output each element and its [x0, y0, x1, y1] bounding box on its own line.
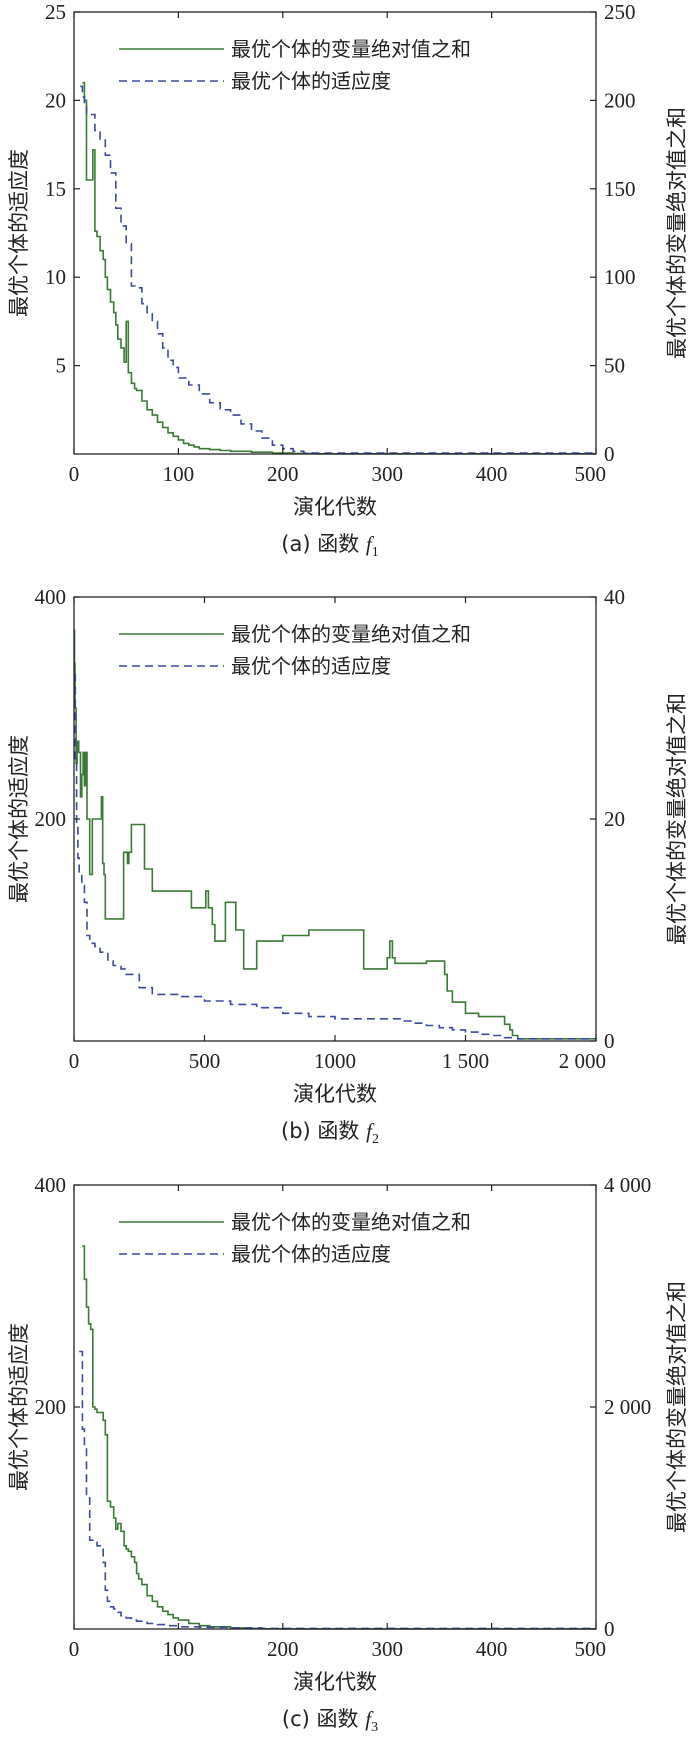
x-tick-label: 400	[476, 462, 508, 486]
x-tick-label: 500	[575, 462, 607, 486]
legend-label-2: 最优个体的适应度	[231, 654, 391, 678]
chart-panel-3: 0 100 200 300 400 500 200 400 0 2 000 4 000 最优个体的变量…	[7, 1173, 689, 1735]
y-right-tick-label: 100	[604, 265, 636, 289]
series-line-2	[80, 85, 596, 454]
caption-prefix: (c) 函数	[282, 1707, 365, 1731]
legend-label-1: 最优个体的变量绝对值之和	[231, 37, 471, 61]
y-left-axis-label: 最优个体的适应度	[7, 1323, 31, 1491]
y-left-tick-label: 400	[35, 1173, 67, 1197]
y-right-tick-label: 0	[604, 1029, 615, 1053]
y-right-tick-label: 40	[604, 585, 625, 609]
x-tick-label: 200	[267, 462, 299, 486]
y-left-axis-label: 最优个体的适应度	[7, 735, 31, 903]
x-tick-label: 500	[575, 1637, 607, 1661]
x-tick-label: 200	[267, 1637, 299, 1661]
series-line-1	[82, 81, 596, 455]
x-tick-label: 100	[163, 462, 195, 486]
legend-label-1: 最优个体的变量绝对值之和	[231, 1210, 471, 1234]
x-axis-label: 演化代数	[293, 495, 377, 519]
y-left-tick-label: 200	[35, 1395, 67, 1419]
y-right-tick-label: 2 000	[604, 1395, 651, 1419]
chart-panel-2: 0 500 1000 1 500 2 000 200 400 0 20 40 最优个体的变量绝对值之…	[7, 585, 689, 1147]
y-left-tick-label: 5	[56, 354, 67, 378]
x-tick-label: 0	[69, 1637, 80, 1661]
y-right-tick-label: 200	[604, 88, 636, 112]
x-tick-label: 300	[371, 462, 403, 486]
y-left-tick-label: 200	[35, 807, 67, 831]
x-tick-label: 0	[69, 462, 80, 486]
y-right-tick-label: 0	[604, 1617, 615, 1641]
x-tick-label: 400	[476, 1637, 508, 1661]
y-right-tick-label: 0	[604, 442, 615, 466]
y-left-tick-label: 25	[45, 0, 66, 24]
caption-prefix: (a) 函数	[281, 532, 366, 556]
x-tick-label: 1000	[314, 1049, 356, 1073]
caption-subscript: 2	[372, 1132, 379, 1147]
chart-caption: (a) 函数 f1	[281, 532, 378, 560]
y-left-tick-label: 15	[45, 177, 66, 201]
y-left-axis-label: 最优个体的适应度	[7, 149, 31, 317]
y-right-tick-label: 150	[604, 177, 636, 201]
series-line-1	[82, 1245, 596, 1630]
plot-frame	[73, 11, 597, 455]
caption-subscript: 1	[372, 545, 379, 560]
x-axis-label: 演化代数	[293, 1082, 377, 1106]
caption-function-name: f	[366, 1119, 375, 1143]
series-line-2	[74, 673, 596, 1040]
x-axis-label: 演化代数	[293, 1670, 377, 1694]
y-right-tick-label: 250	[604, 0, 636, 24]
series-line-1	[73, 629, 596, 1040]
y-left-tick-label: 20	[45, 88, 66, 112]
x-tick-label: 100	[163, 1637, 195, 1661]
y-right-axis-label: 最优个体的变量绝对值之和	[665, 107, 689, 359]
chart-panel-1: 0 100 200 300 400 500510152025050100150200250…	[7, 0, 689, 560]
x-tick-label: 1 500	[442, 1049, 489, 1073]
x-tick-label: 500	[189, 1049, 221, 1073]
caption-function-name: f	[365, 1707, 374, 1731]
y-right-tick-label: 4 000	[604, 1173, 651, 1197]
y-right-tick-label: 50	[604, 354, 625, 378]
y-left-tick-label: 400	[35, 585, 67, 609]
x-tick-label: 300	[371, 1637, 403, 1661]
legend-label-1: 最优个体的变量绝对值之和	[231, 622, 471, 646]
caption-function-name: f	[366, 532, 375, 556]
x-tick-label: 0	[69, 1049, 80, 1073]
x-tick-label: 2 000	[559, 1049, 606, 1073]
chart-caption: (b) 函数 f2	[281, 1119, 379, 1147]
y-left-tick-label: 10	[45, 265, 66, 289]
y-right-axis-label: 最优个体的变量绝对值之和	[665, 693, 689, 945]
legend-label-2: 最优个体的适应度	[231, 69, 391, 93]
y-right-axis-label: 最优个体的变量绝对值之和	[665, 1281, 689, 1533]
caption-prefix: (b) 函数	[281, 1119, 366, 1143]
legend-label-2: 最优个体的适应度	[231, 1242, 391, 1266]
y-right-tick-label: 20	[604, 807, 625, 831]
chart-caption: (c) 函数 f3	[282, 1707, 378, 1735]
series-line-2	[79, 1350, 596, 1630]
caption-subscript: 3	[371, 1720, 378, 1735]
